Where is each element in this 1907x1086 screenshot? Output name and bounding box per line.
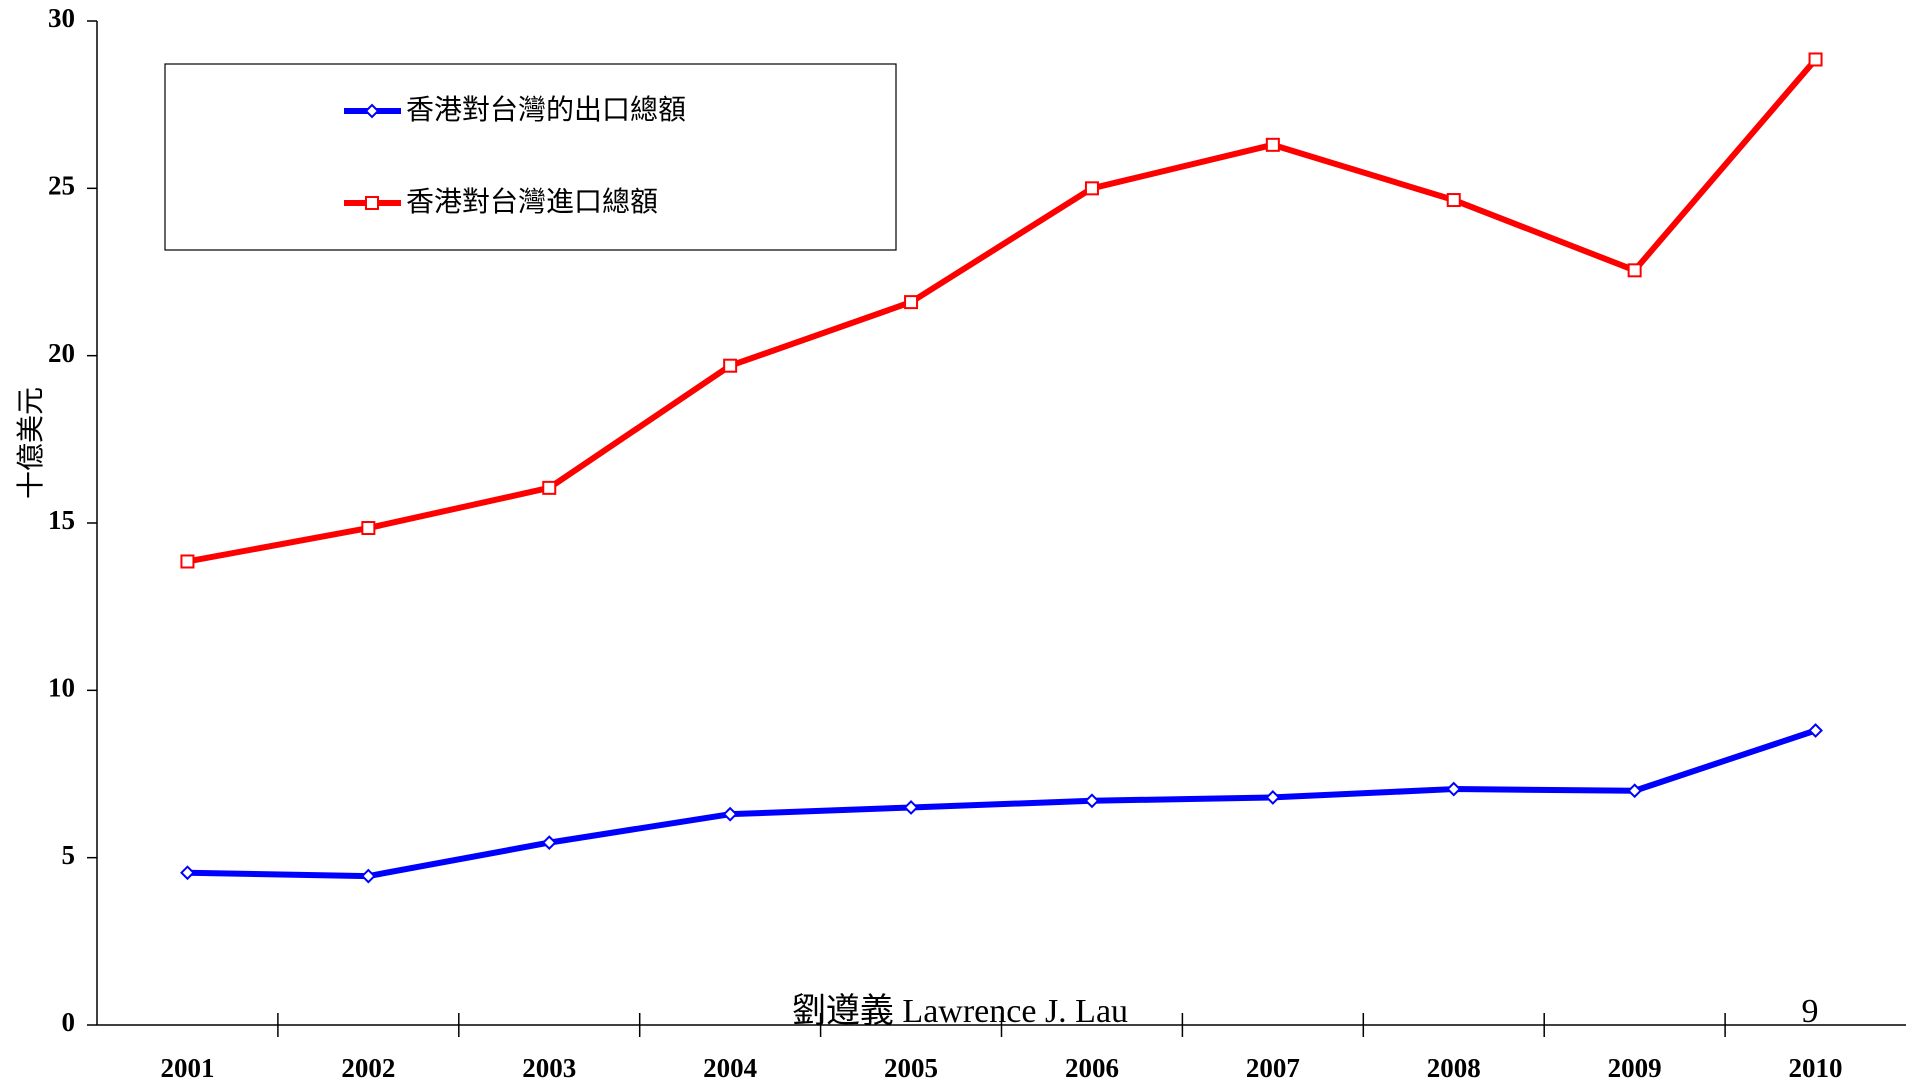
x-tick-label: 2001 [160, 1053, 214, 1083]
data-point [542, 480, 557, 495]
data-point [360, 868, 376, 884]
data-point [1084, 181, 1099, 196]
x-tick-label: 2006 [1065, 1053, 1119, 1083]
series-line [187, 727, 1817, 880]
data-point [1627, 263, 1642, 278]
data-point [180, 554, 195, 569]
data-point [722, 806, 738, 822]
x-tick-label: 2005 [884, 1053, 938, 1083]
legend-label: 香港對台灣進口總額 [406, 185, 658, 218]
data-point [1265, 790, 1281, 805]
y-tick-label: 25 [48, 171, 75, 201]
data-point [1808, 723, 1823, 738]
page-number: 9 [1802, 993, 1819, 1030]
data-point [361, 521, 376, 536]
data-point [541, 835, 557, 851]
x-tick-label: 2009 [1608, 1053, 1662, 1083]
y-tick-label: 30 [48, 3, 75, 33]
data-point [1084, 793, 1100, 809]
x-tick-label: 2004 [703, 1053, 757, 1083]
x-tick-label: 2002 [341, 1053, 395, 1083]
series-line [186, 57, 1818, 565]
x-tick-label: 2008 [1427, 1053, 1481, 1083]
data-point [1808, 52, 1823, 67]
legend-label: 香港對台灣的出口總額 [406, 93, 686, 126]
data-point [903, 800, 919, 815]
legend-box [164, 63, 897, 251]
x-tick-label: 2007 [1246, 1053, 1300, 1083]
y-tick-label: 20 [48, 338, 75, 368]
data-point [1446, 781, 1462, 797]
data-point [1265, 137, 1280, 152]
y-tick-label: 5 [62, 840, 76, 870]
x-tick-label: 2010 [1789, 1053, 1843, 1083]
legend-marker [364, 103, 380, 119]
legend-marker [365, 196, 379, 210]
data-point [1627, 783, 1643, 799]
data-point [904, 295, 919, 310]
y-tick-label: 10 [48, 673, 75, 703]
footer: 劉遵義 Lawrence J. Lau [792, 992, 1128, 1030]
y-tick-label: 15 [48, 505, 75, 535]
y-tick-label: 0 [62, 1007, 76, 1037]
data-point [180, 865, 195, 881]
data-point [723, 358, 738, 373]
data-point [1446, 193, 1461, 208]
x-tick-label: 2003 [522, 1053, 576, 1083]
y-axis-label: 十億美元 [14, 387, 47, 499]
